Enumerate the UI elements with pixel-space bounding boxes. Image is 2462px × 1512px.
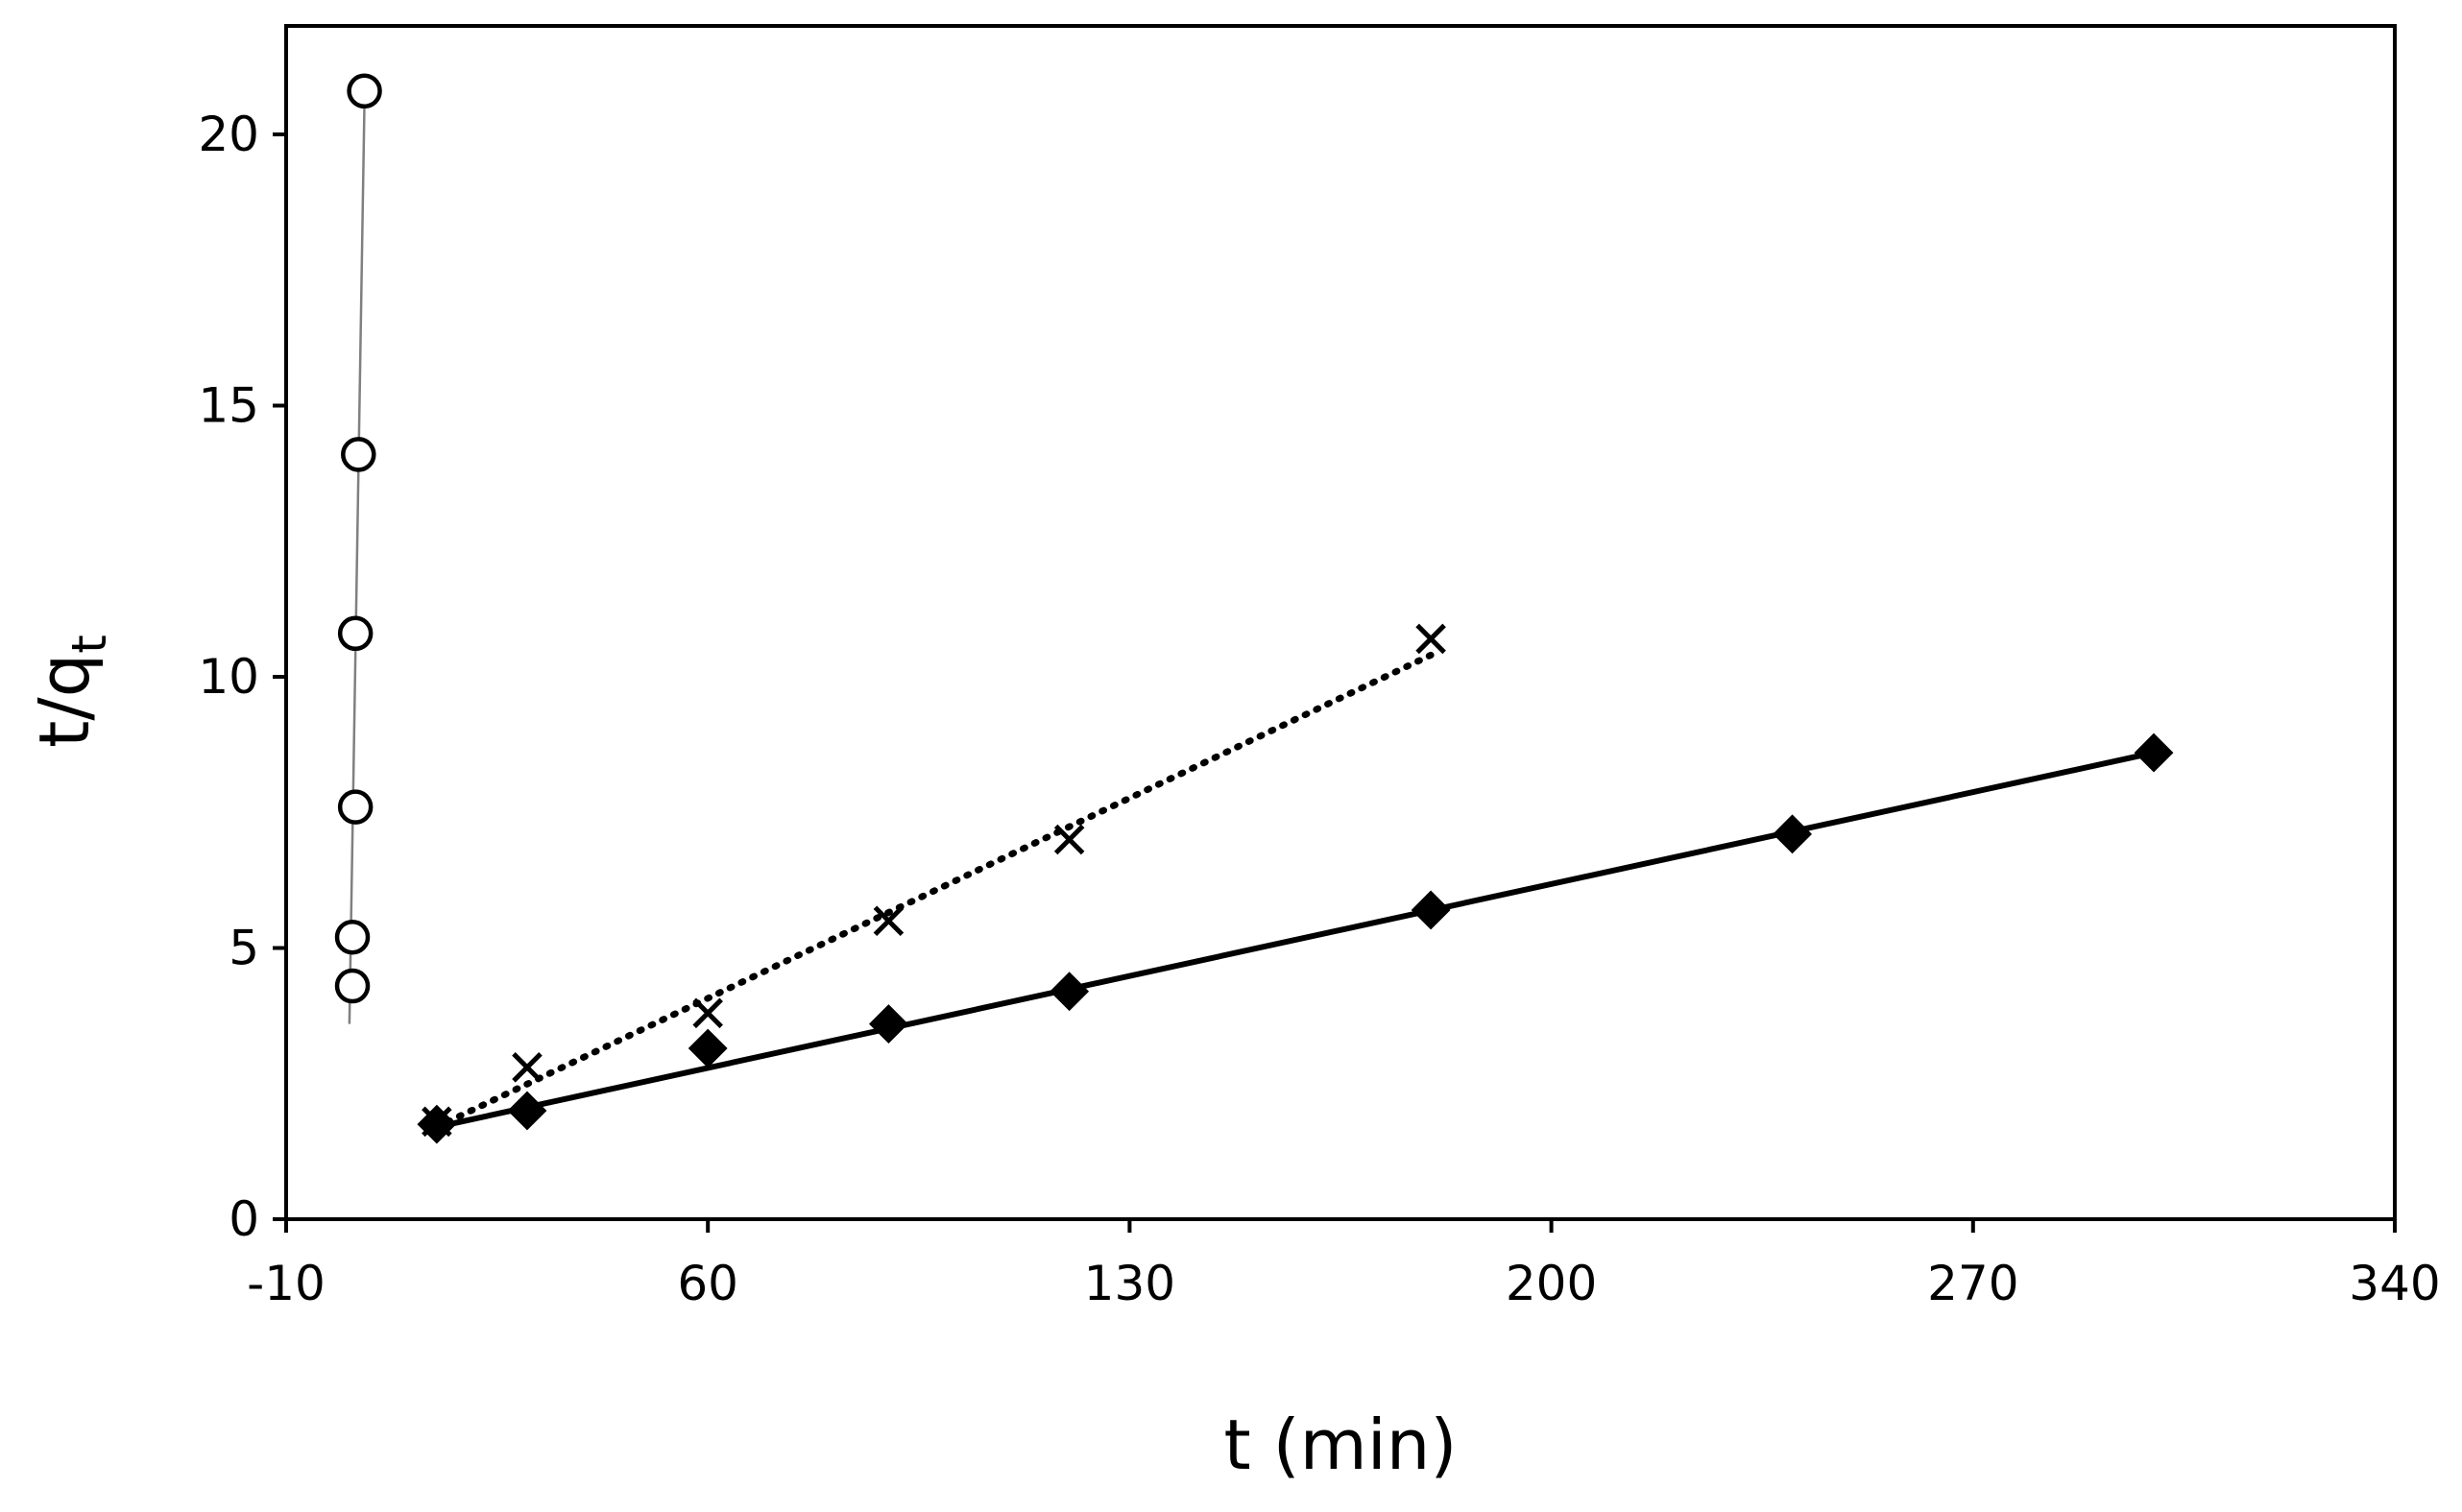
data-point-series-1 <box>1415 623 1446 655</box>
x-axis-ticks: -10 60 130 200 270 340 <box>247 1219 2441 1311</box>
fit-line-series-0 <box>348 102 366 1024</box>
y-tick-label: 5 <box>229 921 259 976</box>
data-point-series-1 <box>512 1052 543 1083</box>
data-point-series-2 <box>1773 814 1812 854</box>
x-tick-label: 200 <box>1506 1256 1597 1311</box>
data-point-series-2 <box>1050 972 1090 1012</box>
data-point-series-1 <box>1053 824 1085 855</box>
data-point-series-2 <box>688 1028 728 1068</box>
data-point-series-1 <box>692 997 723 1029</box>
y-tick-label: 15 <box>198 378 259 434</box>
data-point-series-0 <box>347 73 382 109</box>
y-axis-title: t/qt <box>24 635 117 748</box>
data-point-series-2 <box>417 1104 457 1144</box>
x-tick-label: -10 <box>247 1256 326 1311</box>
y-tick-label: 10 <box>198 649 259 705</box>
fit-line-series-1 <box>433 651 1435 1131</box>
data-point-series-0 <box>337 615 374 652</box>
fit-lines <box>348 102 2155 1131</box>
y-axis-ticks: 0 5 10 15 20 <box>198 107 286 1247</box>
x-tick-label: 130 <box>1084 1256 1175 1311</box>
y-tick-label: 0 <box>229 1191 259 1247</box>
data-point-series-0 <box>334 968 371 1004</box>
data-point-series-2 <box>2134 732 2174 773</box>
x-tick-label: 340 <box>2349 1256 2440 1311</box>
fit-line-series-2 <box>436 750 2155 1130</box>
data-markers <box>334 73 2174 1144</box>
data-point-series-0 <box>334 919 371 955</box>
y-tick-label: 20 <box>198 107 259 162</box>
y-axis-title-main: t/q <box>24 654 105 748</box>
data-point-series-2 <box>869 1004 908 1044</box>
data-point-series-0 <box>337 789 374 825</box>
plot-area-frame <box>284 24 2397 1221</box>
data-point-series-2 <box>1411 890 1451 930</box>
data-point-series-1 <box>873 905 905 937</box>
x-tick-label: 60 <box>677 1256 738 1311</box>
x-axis-title: t (min) <box>1223 1404 1457 1485</box>
y-axis-title-subscript: t <box>61 635 117 654</box>
data-point-series-2 <box>507 1091 547 1131</box>
x-tick-label: 270 <box>1927 1256 2018 1311</box>
data-point-series-0 <box>341 437 376 472</box>
